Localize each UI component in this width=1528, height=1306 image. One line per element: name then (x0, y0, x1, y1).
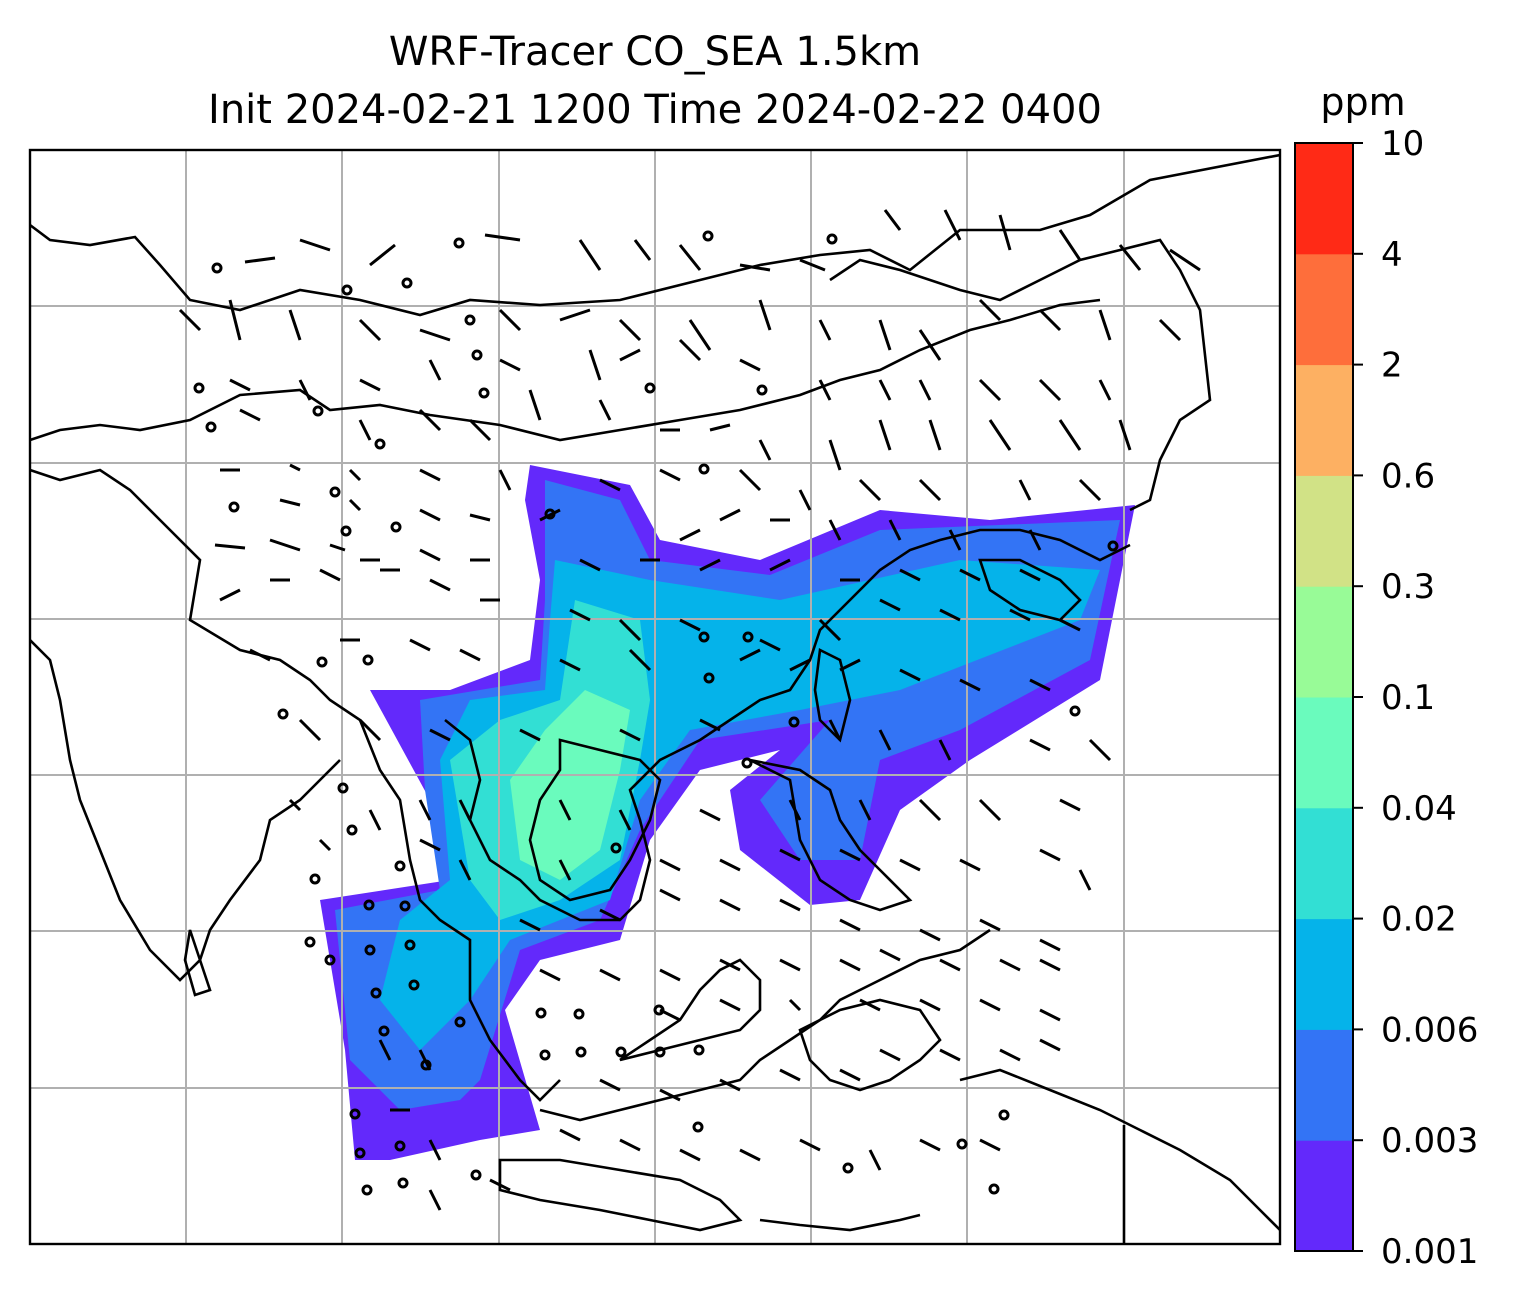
colorbar-bin (1295, 918, 1353, 1030)
colorbar-bin (1295, 807, 1353, 920)
colorbar-unit: ppm (1320, 80, 1405, 124)
colorbar-tick-label: 10 (1381, 124, 1424, 164)
colorbar-tick-label: 0.001 (1381, 1232, 1478, 1272)
colorbar-bin (1295, 1140, 1353, 1252)
colorbar-bin (1295, 475, 1353, 587)
colorbar-tick-label: 0.006 (1381, 1010, 1478, 1050)
colorbar-ticks: 0.001 0.003 0.006 0.02 0.04 0.1 0.3 0.6 2 4 10 (1353, 124, 1478, 1272)
colorbar-bin (1295, 586, 1353, 698)
colorbar-bin (1295, 253, 1353, 366)
gridlines (30, 150, 1280, 1244)
plume-band-5 (510, 690, 630, 880)
coastlines (30, 153, 1280, 1244)
colorbar-tick-label: 2 (1381, 346, 1403, 386)
colorbar-tick-label: 0.04 (1381, 789, 1457, 829)
map-frame (28, 148, 1282, 1246)
colorbar-bin (1295, 364, 1353, 476)
plot-title-line1: WRF-Tracer CO_SEA 1.5km (388, 29, 922, 75)
colorbar-tick-label: 0.1 (1381, 678, 1435, 718)
wind-barbs (178, 209, 1201, 1211)
colorbar-bins (1295, 143, 1353, 1252)
colorbar-bin (1295, 143, 1353, 255)
colorbar-tick-label: 0.02 (1381, 900, 1457, 940)
colorbar-bin (1295, 1029, 1353, 1141)
calm-markers (193, 230, 1119, 1196)
colorbar-tick-label: 4 (1381, 235, 1403, 275)
colorbar-tick-label: 0.3 (1381, 567, 1435, 607)
plot-title-line2: Init 2024-02-21 1200 Time 2024-02-22 040… (208, 87, 1102, 133)
colorbar-tick-label: 0.6 (1381, 456, 1435, 496)
plume-band-3 (380, 560, 1100, 1050)
colorbar-tick-label: 0.003 (1381, 1121, 1478, 1161)
colorbar-bin (1295, 697, 1353, 809)
